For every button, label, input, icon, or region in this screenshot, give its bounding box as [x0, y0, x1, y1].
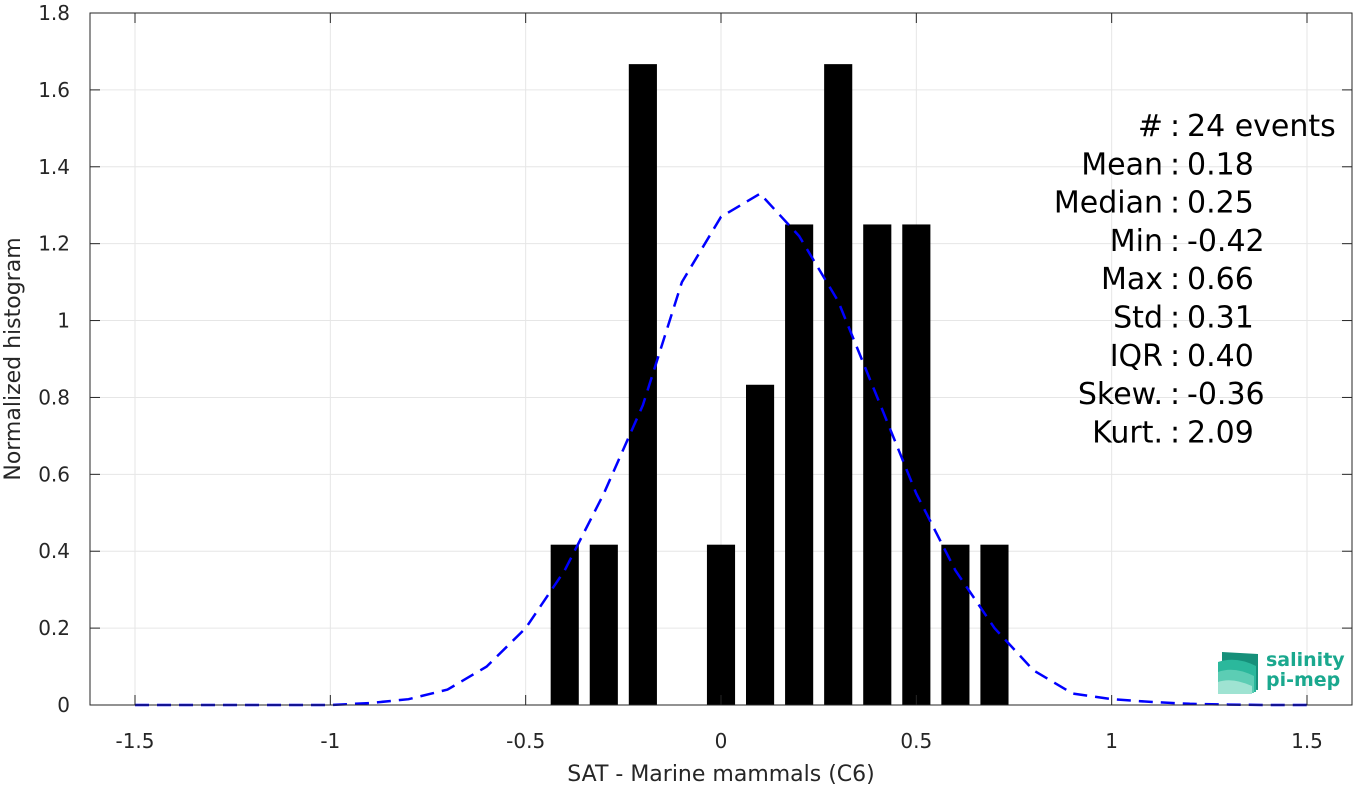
histogram-bars	[550, 64, 1009, 706]
logo-waves-icon	[1218, 652, 1258, 694]
stat-separator: :	[1170, 377, 1180, 412]
logo-line1: salinity	[1266, 649, 1345, 671]
stat-value: 24 events	[1187, 109, 1336, 144]
stat-label: Skew.	[1078, 377, 1163, 412]
y-tick-label: 0.6	[38, 462, 70, 486]
stat-separator: :	[1170, 339, 1180, 374]
stat-separator: :	[1170, 301, 1180, 336]
y-tick-label: 1.6	[38, 78, 70, 102]
logo-line2: pi-mep	[1266, 669, 1340, 691]
x-axis-label: SAT - Marine mammals (C6)	[567, 762, 875, 785]
y-tick-label: 1.2	[38, 232, 70, 256]
fitted-curve	[135, 192, 1307, 707]
histogram-bar	[902, 224, 931, 705]
stat-label: Min	[1110, 224, 1163, 259]
histogram-bar	[863, 224, 892, 705]
stat-label: Mean	[1081, 147, 1163, 182]
stat-label: Max	[1101, 262, 1163, 297]
histogram-bar	[706, 544, 736, 705]
y-tick-label: 1.8	[38, 1, 70, 25]
stat-value: 0.25	[1187, 186, 1254, 221]
y-tick-label: 0.2	[38, 616, 70, 640]
stat-label: #	[1138, 109, 1163, 144]
histogram-bar	[824, 64, 853, 706]
y-tick-label: 1.4	[38, 155, 70, 179]
y-tick-label: 1	[57, 309, 70, 333]
fitted-curve-line	[135, 192, 1307, 707]
stat-label: IQR	[1110, 339, 1163, 374]
y-axis-label: Normalized histogram	[1, 237, 26, 480]
stat-label: Kurt.	[1092, 415, 1163, 450]
axes	[89, 12, 1353, 706]
histogram-bar	[980, 544, 1009, 705]
y-tick-labels: 0 0.2 0.4 0.6 0.8 1 1.2 1.4 1.6 1.8	[38, 1, 70, 717]
stat-value: 0.66	[1187, 262, 1254, 297]
stat-value: 2.09	[1187, 415, 1254, 450]
x-tick-labels: -1.5 -1 -0.5 0 0.5 1 1.5	[115, 729, 1322, 753]
stat-separator: :	[1170, 147, 1180, 182]
x-tick-label: -0.5	[506, 729, 545, 753]
histogram-bar	[550, 544, 579, 705]
y-tick-label: 0	[57, 693, 70, 717]
x-tick-label: 1	[1105, 729, 1118, 753]
x-tick-label: 1.5	[1291, 729, 1323, 753]
histogram-bar	[746, 384, 775, 705]
stat-label: Std	[1113, 301, 1163, 336]
histogram-bar	[785, 224, 814, 705]
salinity-pi-mep-logo: salinity pi-mep	[1218, 649, 1345, 694]
stat-separator: :	[1170, 415, 1180, 450]
histogram-bar	[628, 64, 657, 706]
stat-value: 0.40	[1187, 339, 1254, 374]
stat-label: Median	[1054, 186, 1163, 221]
stat-separator: :	[1170, 262, 1180, 297]
stat-separator: :	[1170, 109, 1180, 144]
x-tick-label: 0	[715, 729, 728, 753]
y-tick-label: 0.4	[38, 539, 70, 563]
x-tick-label: 0.5	[900, 729, 932, 753]
histogram-bar	[589, 544, 618, 705]
stat-separator: :	[1170, 186, 1180, 221]
stat-value: -0.42	[1187, 224, 1265, 259]
stat-value: 0.18	[1187, 147, 1254, 182]
stat-value: -0.36	[1187, 377, 1265, 412]
stat-separator: :	[1170, 224, 1180, 259]
stat-value: 0.31	[1187, 301, 1254, 336]
x-tick-label: -1.5	[115, 729, 154, 753]
x-tick-label: -1	[320, 729, 340, 753]
y-tick-label: 0.8	[38, 385, 70, 409]
